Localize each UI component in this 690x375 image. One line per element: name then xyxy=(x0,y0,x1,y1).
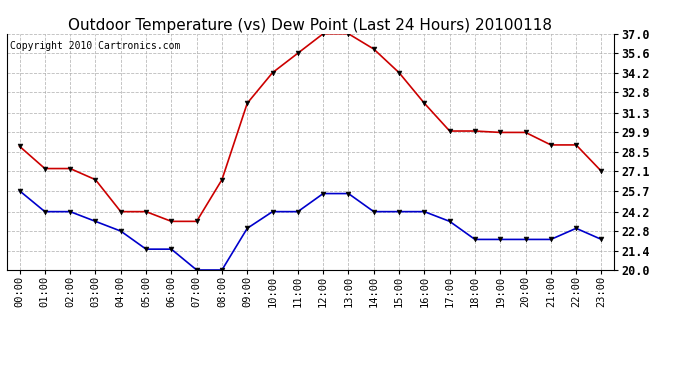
Title: Outdoor Temperature (vs) Dew Point (Last 24 Hours) 20100118: Outdoor Temperature (vs) Dew Point (Last… xyxy=(68,18,553,33)
Text: Copyright 2010 Cartronics.com: Copyright 2010 Cartronics.com xyxy=(10,41,180,51)
